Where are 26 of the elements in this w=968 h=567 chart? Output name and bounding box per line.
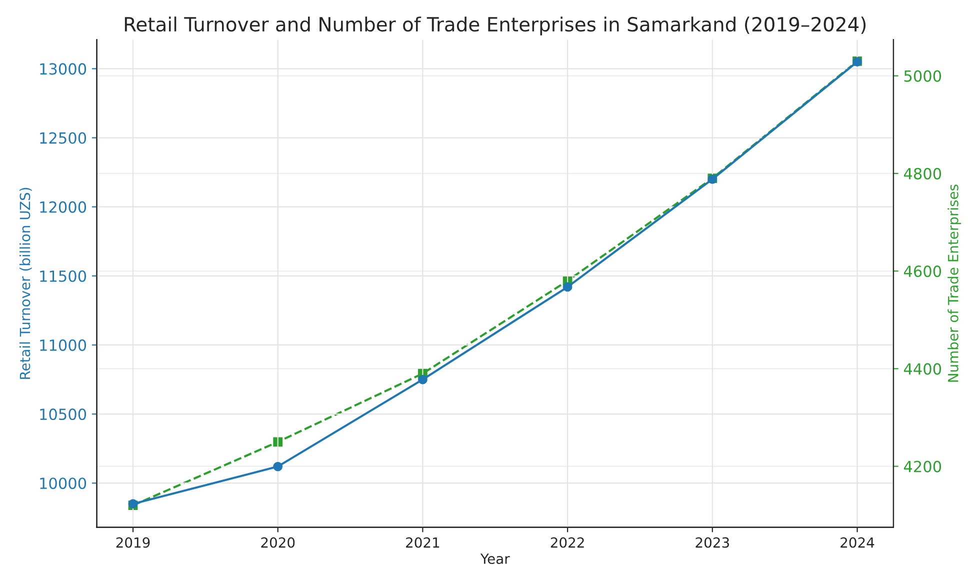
y2-tick-label: 5000	[904, 70, 942, 82]
y2-tick-label: 4600	[904, 266, 942, 278]
y-tick-label: 12500	[40, 132, 86, 144]
y-tick-label: 10500	[40, 408, 86, 420]
x-axis-title: Year	[480, 554, 510, 564]
x-tick-label: 2019	[116, 537, 150, 548]
y-tick-label: 12000	[40, 201, 86, 213]
y-tick-label: 11000	[40, 339, 86, 351]
point	[562, 282, 572, 292]
point	[273, 437, 283, 447]
x-tick-label: 2020	[261, 537, 295, 548]
y2-tick-label: 4400	[904, 363, 942, 375]
y-tick-label: 13000	[40, 63, 86, 75]
chart-title: Retail Turnover and Number of Trade Enterprises in Samarkand (2019–2024)	[124, 16, 866, 36]
point	[273, 462, 283, 472]
y-tick-label: 10000	[40, 478, 86, 490]
x-tick-label: 2021	[406, 537, 440, 548]
x-tick-label: 2022	[550, 537, 584, 548]
x-tick-label: 2023	[696, 537, 729, 548]
y-tick-label: 11500	[40, 270, 86, 282]
y-axis-title: Retail Turnover (billion UZS)	[19, 188, 32, 379]
point	[418, 374, 428, 384]
y2-tick-label: 4200	[904, 460, 942, 472]
y2-axis-title: Number of Trade Enterprises	[948, 184, 962, 382]
y2-tick-label: 4800	[904, 168, 942, 180]
x-tick-label: 2024	[840, 537, 874, 548]
